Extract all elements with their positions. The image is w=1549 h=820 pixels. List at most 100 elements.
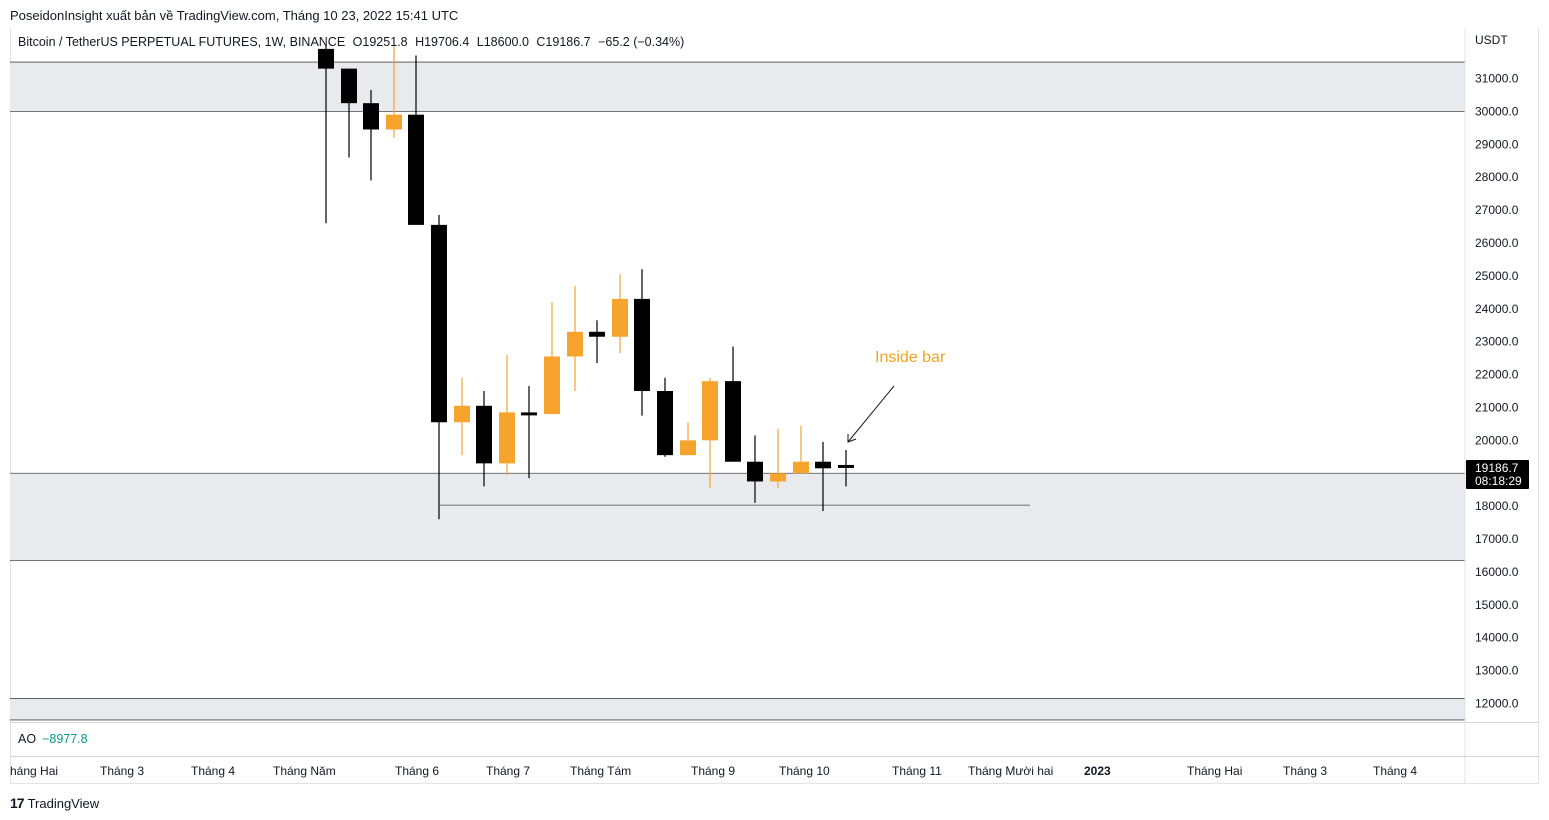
candle-4[interactable] — [408, 55, 424, 225]
candle-10[interactable] — [544, 302, 560, 415]
zone-1 — [10, 473, 1465, 561]
candle-20[interactable] — [770, 428, 786, 489]
candle-2[interactable] — [363, 90, 379, 181]
ao-value: −8977.8 — [42, 732, 88, 746]
candle-body-2 — [363, 103, 379, 130]
annotation-arrow — [847, 385, 895, 443]
candle-7[interactable] — [476, 391, 492, 487]
candle-12[interactable] — [589, 320, 605, 364]
time-tick-4: Tháng 6 — [395, 764, 439, 778]
candle-body-12 — [589, 331, 605, 337]
time-tick-11: 2023 — [1084, 764, 1111, 778]
candle-13[interactable] — [612, 274, 628, 354]
candle-body-19 — [747, 461, 763, 482]
legend-open: O19251.8 — [352, 35, 408, 49]
candle-body-17 — [702, 381, 718, 441]
time-tick-2: Tháng 4 — [191, 764, 235, 778]
time-tick-3: Tháng Năm — [273, 764, 336, 778]
candle-16[interactable] — [680, 422, 696, 456]
candles-layer — [318, 45, 854, 520]
price-tick-18: 12000.0 — [1475, 697, 1519, 711]
bar-countdown: 08:18:29 — [1475, 474, 1522, 488]
candle-body-3 — [386, 114, 402, 130]
price-tick-16: 14000.0 — [1475, 631, 1519, 645]
candle-body-1 — [341, 68, 357, 104]
last-price-value: 19186.7 — [1475, 461, 1519, 475]
candle-6[interactable] — [454, 377, 470, 456]
annotation-layer: Inside bar — [847, 349, 946, 443]
candle-body-11 — [567, 331, 583, 357]
candle-5[interactable] — [431, 215, 447, 520]
annotation-arrowhead — [847, 434, 857, 443]
legend-low: L18600.0 — [476, 35, 529, 49]
candle-body-0 — [318, 48, 334, 69]
price-tick-13: 17000.0 — [1475, 532, 1519, 546]
ao-indicator-legend[interactable]: AO −8977.8 — [18, 732, 88, 746]
last-price-label: 19186.708:18:29 — [1466, 460, 1529, 489]
time-tick-5: Tháng 7 — [486, 764, 530, 778]
candle-3[interactable] — [386, 45, 402, 138]
candle-body-18 — [725, 381, 741, 462]
tradingview-logo-icon: 17 — [10, 795, 25, 811]
time-tick-9: Tháng 11 — [892, 764, 942, 778]
price-tick-11: 20000.0 — [1475, 433, 1519, 447]
candle-8[interactable] — [499, 354, 515, 475]
price-tick-8: 23000.0 — [1475, 335, 1519, 349]
publisher-line: PoseidonInsight xuất bản về TradingView.… — [10, 8, 459, 23]
symbol-legend: Bitcoin / TetherUS PERPETUAL FUTURES, 1W… — [18, 35, 688, 49]
legend-symbol: Bitcoin / TetherUS PERPETUAL FUTURES, 1W… — [18, 35, 346, 49]
candle-body-23 — [838, 464, 854, 468]
candle-body-10 — [544, 356, 560, 415]
candle-body-14 — [634, 298, 650, 391]
legend-high: H19706.4 — [415, 35, 470, 49]
price-tick-17: 13000.0 — [1475, 664, 1519, 678]
candle-19[interactable] — [747, 435, 763, 503]
candle-0[interactable] — [318, 45, 334, 224]
tradingview-brand: TradingView — [27, 795, 100, 811]
price-tick-0: 31000.0 — [1475, 72, 1519, 86]
price-tick-6: 25000.0 — [1475, 269, 1519, 283]
time-tick-10: Tháng Mười hai — [968, 764, 1053, 778]
candle-15[interactable] — [657, 377, 673, 457]
candle-14[interactable] — [634, 269, 650, 416]
price-tick-7: 24000.0 — [1475, 302, 1519, 316]
candle-body-21 — [793, 461, 809, 474]
candle-23[interactable] — [838, 450, 854, 487]
time-tick-7: Tháng 9 — [691, 764, 735, 778]
candle-1[interactable] — [341, 68, 357, 158]
candle-21[interactable] — [793, 425, 809, 474]
candle-18[interactable] — [725, 346, 741, 462]
candle-body-6 — [454, 405, 470, 423]
legend-close: C19186.7 — [536, 35, 591, 49]
candle-11[interactable] — [567, 285, 583, 391]
time-tick-8: Tháng 10 — [779, 764, 830, 778]
price-tick-14: 16000.0 — [1475, 565, 1519, 579]
inside-bar-annotation: Inside bar — [875, 349, 946, 366]
zones-layer — [10, 61, 1465, 721]
ao-name: AO — [18, 732, 37, 746]
candle-17[interactable] — [702, 377, 718, 489]
candle-9[interactable] — [521, 386, 537, 479]
price-tick-2: 29000.0 — [1475, 137, 1519, 151]
candle-22[interactable] — [815, 441, 831, 512]
candle-body-20 — [770, 473, 786, 482]
zone-2 — [10, 698, 1465, 720]
candle-body-5 — [431, 224, 447, 423]
time-axis: háng Hai Tháng 3 Tháng 4 Tháng Năm Tháng 6 Th… — [10, 764, 1417, 778]
price-tick-9: 22000.0 — [1475, 368, 1519, 382]
price-axis: USDT 31000.0 30000.0 29000.0 28000.0 27000.0 2… — [1466, 33, 1529, 711]
tradingview-logo[interactable]: 17 TradingView — [10, 795, 99, 811]
price-tick-3: 28000.0 — [1475, 170, 1519, 184]
candle-body-15 — [657, 391, 673, 456]
price-tick-1: 30000.0 — [1475, 104, 1519, 118]
candle-body-8 — [499, 412, 515, 464]
candle-body-22 — [815, 461, 831, 469]
price-tick-10: 21000.0 — [1475, 400, 1519, 414]
zone-0 — [10, 62, 1465, 112]
time-tick-0: háng Hai — [10, 764, 58, 778]
price-tick-15: 15000.0 — [1475, 598, 1519, 612]
price-tick-4: 27000.0 — [1475, 203, 1519, 217]
time-tick-1: Tháng 3 — [100, 764, 144, 778]
time-tick-12: Tháng Hai — [1187, 764, 1242, 778]
